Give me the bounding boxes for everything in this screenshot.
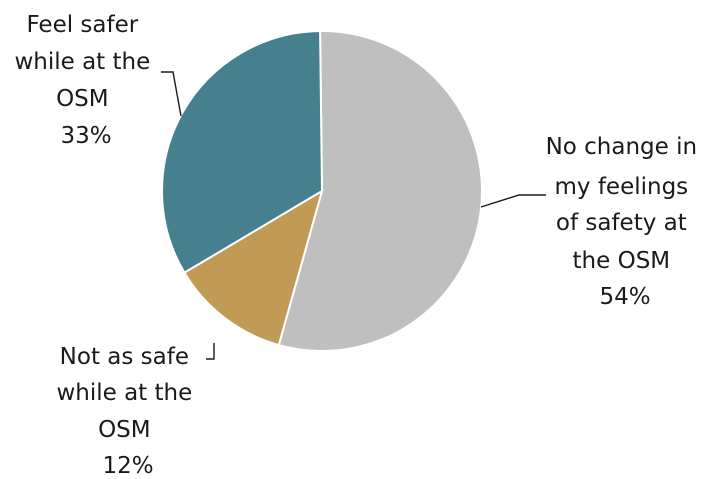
- label-line: OSM: [56, 86, 109, 112]
- pie-slice-not-as-safe: [183, 188, 324, 347]
- pie-slices: [161, 29, 483, 352]
- label-line: while at the: [56, 380, 192, 406]
- label-line: Not as safe: [60, 344, 189, 370]
- label-line: OSM: [98, 417, 151, 443]
- slice-label-no-change: No change in my feelings of safety at th…: [546, 134, 705, 310]
- svg-text:Feel safer while at the: Feel safer while at the OSM 33%: [14, 12, 157, 149]
- pie-slice-feel-safer: [161, 29, 324, 275]
- leader-line-no-change: [480, 194, 546, 208]
- label-line: Feel safer: [26, 12, 138, 38]
- svg-text:Not as safe while at the: Not as safe while at the OSM 12%: [56, 344, 199, 479]
- label-line: my feelings: [555, 174, 689, 200]
- leader-line-not-as-safe: [206, 343, 215, 360]
- label-line: of safety at: [556, 210, 687, 236]
- slice-label-not-as-safe: Not as safe while at the OSM 12%: [56, 344, 199, 479]
- label-line: No change in: [546, 134, 698, 160]
- svg-text:No change in my feelings: No change in my feelings of safety at th…: [546, 134, 705, 310]
- label-line: the OSM: [573, 248, 671, 274]
- label-line: while at the: [14, 49, 150, 75]
- percent-label: 12%: [102, 453, 153, 479]
- pie-slice-no-change: [277, 30, 483, 352]
- percent-label: 33%: [60, 123, 111, 149]
- slice-label-feel-safer: Feel safer while at the OSM 33%: [14, 12, 157, 149]
- percent-label: 54%: [599, 284, 650, 310]
- leader-lines: [161, 71, 546, 360]
- leader-line-feel-safer: [161, 71, 182, 117]
